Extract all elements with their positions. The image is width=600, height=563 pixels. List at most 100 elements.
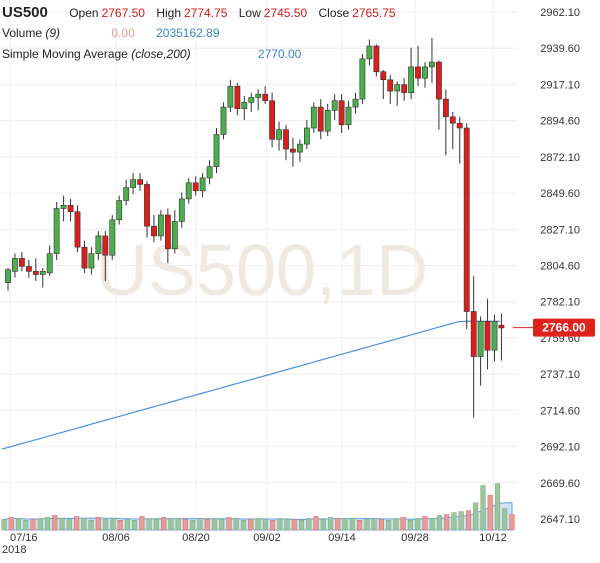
candle-down[interactable] [67,205,74,213]
candle-up[interactable] [310,106,317,129]
candle-down[interactable] [401,84,408,93]
candle-down[interactable] [463,127,470,312]
candle-up[interactable] [491,320,498,351]
candle-up[interactable] [109,219,116,256]
candle-down[interactable] [269,100,275,140]
candle-down[interactable] [435,61,442,100]
candle-up[interactable] [352,98,359,108]
candle-up[interactable] [53,208,60,254]
y-tick-label: 2714.60 [540,405,580,417]
candle-down[interactable] [442,98,449,118]
candle-up[interactable] [366,45,373,60]
candle-up[interactable] [130,179,136,188]
candle-up[interactable] [241,102,248,110]
candle-down[interactable] [484,320,491,351]
candle-down[interactable] [415,66,421,79]
candle-up[interactable] [185,182,192,200]
volume-bar [320,519,326,531]
volume-bar [37,518,43,531]
candle-up[interactable] [324,110,331,132]
candle-up[interactable] [171,221,178,250]
candle-down[interactable] [283,129,289,150]
candle-down[interactable] [18,258,25,267]
candle-down[interactable] [81,246,88,269]
candle-down[interactable] [234,85,241,109]
volume-bar [103,519,109,531]
candle-down[interactable] [151,225,157,237]
candle-up[interactable] [296,143,303,153]
candle-down[interactable] [262,93,269,101]
candle-up[interactable] [178,198,185,222]
legend-row-sma[interactable]: Simple Moving Average (close,200) 2770.0… [2,44,404,65]
candle-up[interactable] [46,253,53,274]
candle-up[interactable] [95,235,102,254]
candle-up[interactable] [408,66,414,94]
candle-up[interactable] [206,166,213,179]
candle-down[interactable] [498,324,505,329]
candle-down[interactable] [25,266,32,272]
volume-bar [378,519,384,531]
candle-up[interactable] [422,66,428,79]
candle-down[interactable] [192,182,199,192]
candle-up[interactable] [213,134,220,168]
volume-bar [407,520,413,531]
volume-bar [95,517,101,531]
candle-up[interactable] [276,129,282,140]
volume-value: 0.00 [111,26,135,40]
volume-bar [328,517,334,531]
volume-bar [415,518,421,531]
volume-bar [436,515,442,531]
candle-down[interactable] [317,106,324,132]
candle-up[interactable] [345,106,352,126]
volume-bar [204,519,210,531]
candle-down[interactable] [137,179,143,185]
candle-down[interactable] [387,79,394,92]
candle-up[interactable] [394,84,401,92]
candle-up[interactable] [248,97,255,103]
candle-up[interactable] [331,100,338,111]
candle-down[interactable] [470,311,477,357]
candle-up[interactable] [359,58,366,100]
candle-down[interactable] [380,71,387,80]
legend-row-volume[interactable]: Volume (9) 0.00 2035162.89 [2,23,404,44]
candle-up[interactable] [303,127,310,145]
candle-up[interactable] [39,270,46,275]
candle-up[interactable] [116,200,123,221]
candle-up[interactable] [428,61,435,68]
candle-down[interactable] [456,122,463,129]
candle-down[interactable] [165,214,171,250]
sma-params: (close,200) [131,47,191,61]
x-tick-label: 09/14 [328,532,356,544]
candle-up[interactable] [255,93,262,98]
candle-up[interactable] [227,85,234,108]
volume-bar [451,512,457,531]
candle-up[interactable] [60,205,67,209]
candle-down[interactable] [74,211,81,248]
candle-up[interactable] [5,269,11,283]
high-label: High [156,6,181,20]
candle-down[interactable] [102,235,109,256]
candle-up[interactable] [220,106,227,135]
candle-down[interactable] [144,184,150,227]
candle-up[interactable] [12,258,18,272]
chart-legend: US500 Open 2767.50 High 2774.75 Low 2745.50… [2,2,404,65]
candle-up[interactable] [199,177,206,192]
candle-down[interactable] [289,148,296,153]
candle-up[interactable] [123,187,130,201]
volume-bar [248,519,254,531]
volume-bar [117,520,123,531]
x-tick-label: 07/16 [10,532,38,544]
volume-bar [357,520,363,531]
candle-up[interactable] [158,214,164,237]
volume-bar [306,518,312,531]
volume-bar [422,516,428,531]
watermark-text: US500,1D [96,231,428,311]
candle-down[interactable] [338,100,345,126]
candle-down[interactable] [373,45,380,73]
candle-up[interactable] [477,320,484,357]
candle-up[interactable] [88,253,95,269]
candle-down[interactable] [449,116,456,124]
candle-down[interactable] [32,270,39,275]
